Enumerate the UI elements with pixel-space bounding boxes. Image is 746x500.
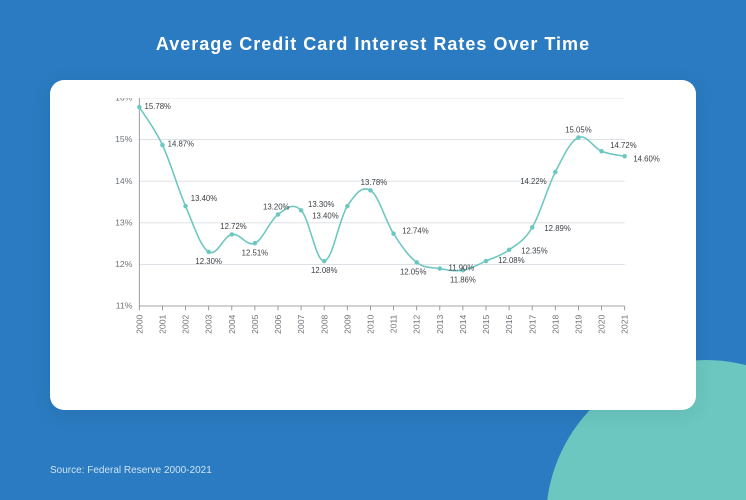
chart-card: 11%12%13%14%15%16% 200020012002200320042…	[50, 80, 696, 410]
data-point	[206, 250, 211, 255]
y-axis: 11% 12% 13% 14% 15% 16%	[115, 98, 133, 311]
x-tick-label: 2000	[134, 314, 144, 333]
point-label: 12.74%	[402, 227, 429, 236]
point-label: 14.60%	[633, 154, 660, 163]
y-tick-label: 13%	[115, 217, 133, 227]
point-label: 12.08%	[311, 266, 338, 275]
x-tick-label: 2012	[412, 314, 422, 333]
x-tick-label: 2003	[204, 314, 214, 333]
x-tick-label: 2017	[527, 314, 537, 333]
data-point	[414, 260, 419, 265]
point-label: 12.08%	[498, 256, 525, 265]
chart-title: Average Credit Card Interest Rates Over …	[0, 34, 746, 55]
x-tick-label: 2020	[597, 314, 607, 333]
data-point	[622, 154, 627, 159]
data-point	[599, 149, 604, 154]
x-tick-label: 2001	[157, 314, 167, 333]
point-label: 13.40%	[312, 211, 339, 220]
point-label: 11.86%	[450, 275, 476, 284]
x-tick-label: 2006	[273, 314, 283, 333]
data-point	[530, 225, 535, 230]
x-tick-label: 2021	[620, 314, 630, 333]
x-tick-label: 2007	[296, 314, 306, 333]
data-point	[553, 170, 558, 175]
x-tick-label: 2013	[435, 314, 445, 333]
data-point	[137, 105, 142, 110]
x-tick-label: 2011	[389, 314, 399, 333]
data-point	[183, 204, 188, 209]
data-point	[507, 248, 512, 253]
point-labels: 15.78% 14.87% 13.40% 12.30% 12.72% 12.51% 13.2…	[145, 102, 660, 284]
data-point	[368, 188, 373, 193]
data-point	[299, 208, 304, 213]
chart-canvas: Average Credit Card Interest Rates Over …	[0, 0, 746, 500]
y-tick-label: 14%	[115, 176, 133, 186]
line-chart: 11%12%13%14%15%16% 200020012002200320042…	[102, 98, 662, 358]
point-label: 13.30%	[308, 200, 335, 209]
x-tick-label: 2019	[573, 314, 583, 333]
point-label: 12.51%	[242, 248, 269, 257]
y-tick-label: 16%	[115, 98, 133, 103]
data-point	[230, 232, 235, 237]
data-point	[160, 143, 165, 148]
point-label: 12.89%	[544, 224, 571, 233]
data-point	[322, 259, 327, 264]
data-point	[253, 241, 258, 246]
x-tick-label: 2008	[319, 314, 329, 333]
point-label: 15.78%	[145, 102, 172, 111]
data-point	[391, 231, 396, 236]
x-axis: 2000 2001 2002 2003 2004 2005 2006 2007 2008 2009…	[134, 306, 629, 334]
data-point	[484, 259, 489, 264]
data-point	[345, 204, 350, 209]
x-tick-label: 2015	[481, 314, 491, 333]
point-label: 11.90%	[448, 263, 474, 272]
series-line	[139, 107, 624, 271]
x-tick-label: 2002	[181, 314, 191, 333]
data-point	[576, 135, 581, 140]
point-label: 13.78%	[361, 178, 388, 187]
x-tick-label: 2014	[458, 314, 468, 333]
x-tick-label: 2005	[250, 314, 260, 333]
point-label: 13.20%	[263, 202, 290, 211]
x-tick-label: 2018	[550, 314, 560, 333]
point-label: 12.35%	[521, 246, 548, 255]
point-label: 12.72%	[220, 222, 247, 231]
source-caption: Source: Federal Reserve 2000-2021	[50, 465, 212, 476]
data-point	[438, 266, 443, 271]
x-tick-label: 2016	[504, 314, 514, 333]
y-tick-label: 11%	[116, 301, 133, 311]
point-label: 14.22%	[520, 177, 547, 186]
series-markers	[137, 105, 627, 273]
x-tick-label: 2009	[342, 314, 352, 333]
point-label: 15.05%	[565, 125, 592, 134]
point-label: 14.87%	[168, 140, 195, 149]
data-point	[276, 212, 281, 217]
y-tick-label: 12%	[115, 259, 133, 269]
point-label: 14.72%	[610, 141, 637, 150]
y-tick-label: 15%	[115, 134, 133, 144]
x-tick-label: 2010	[365, 314, 375, 333]
point-label: 12.05%	[400, 267, 427, 276]
point-label: 12.30%	[195, 257, 222, 266]
x-tick-label: 2004	[227, 314, 237, 333]
point-label: 13.40%	[191, 194, 218, 203]
